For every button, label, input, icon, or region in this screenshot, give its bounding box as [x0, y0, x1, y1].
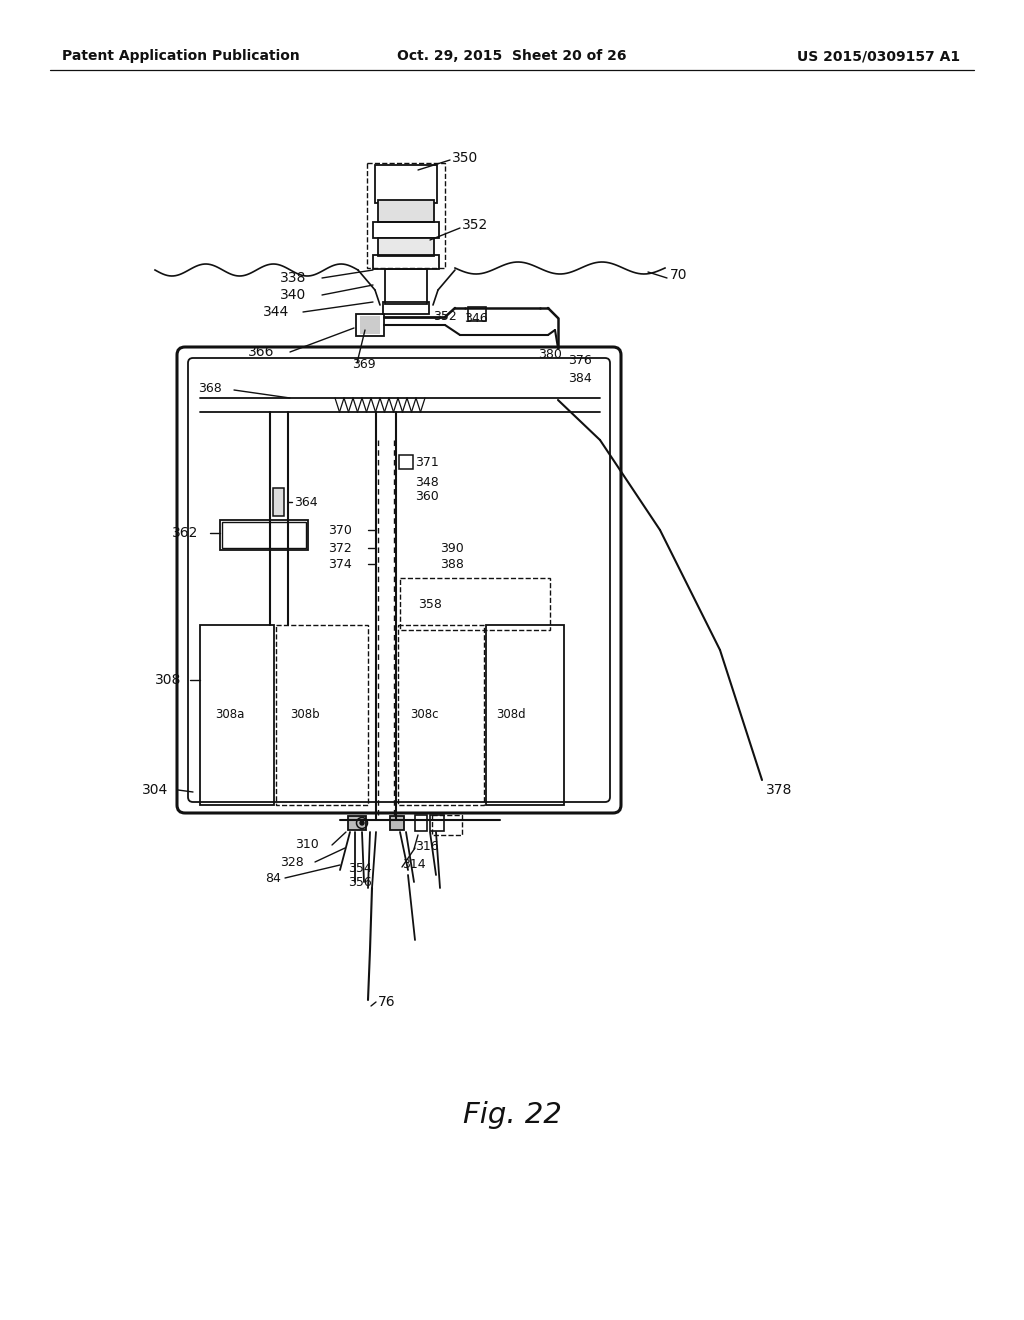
Text: 370: 370 — [328, 524, 352, 536]
Bar — [373, 255, 439, 269]
Text: 380: 380 — [538, 347, 562, 360]
Text: 371: 371 — [415, 455, 438, 469]
Text: 362: 362 — [172, 525, 199, 540]
Text: 378: 378 — [766, 783, 793, 797]
Text: 316: 316 — [415, 841, 438, 854]
Bar — [200, 624, 274, 805]
Text: 364: 364 — [294, 495, 317, 508]
Text: 388: 388 — [440, 557, 464, 570]
Text: 70: 70 — [670, 268, 687, 282]
Text: 354: 354 — [348, 862, 372, 874]
Text: 308a: 308a — [215, 709, 245, 722]
Bar — [375, 165, 437, 203]
Text: 308c: 308c — [410, 709, 438, 722]
Text: 390: 390 — [440, 541, 464, 554]
Text: 360: 360 — [415, 491, 438, 503]
Text: 384: 384 — [568, 371, 592, 384]
Text: 376: 376 — [568, 354, 592, 367]
Text: Fig. 22: Fig. 22 — [463, 1101, 561, 1129]
Text: 76: 76 — [378, 995, 395, 1008]
Bar — [378, 238, 434, 256]
Text: 369: 369 — [352, 359, 376, 371]
Bar — [276, 624, 368, 805]
Text: Patent Application Publication: Patent Application Publication — [62, 49, 300, 63]
Text: 84: 84 — [265, 871, 281, 884]
Text: 348: 348 — [415, 475, 438, 488]
Bar — [415, 814, 427, 832]
Bar — [220, 520, 308, 550]
Bar — [373, 222, 439, 238]
FancyBboxPatch shape — [177, 347, 621, 813]
Bar — [273, 488, 284, 516]
Text: Oct. 29, 2015  Sheet 20 of 26: Oct. 29, 2015 Sheet 20 of 26 — [397, 49, 627, 63]
Text: 314: 314 — [402, 858, 426, 871]
Text: 368: 368 — [198, 381, 222, 395]
Text: 366: 366 — [248, 345, 274, 359]
Bar — [348, 816, 366, 830]
Text: 308: 308 — [155, 673, 181, 686]
Text: 358: 358 — [418, 598, 442, 610]
Text: 372: 372 — [328, 541, 352, 554]
Text: 352: 352 — [433, 309, 457, 322]
Text: 310: 310 — [295, 838, 318, 851]
Text: 304: 304 — [142, 783, 168, 797]
Bar — [367, 162, 445, 268]
Text: 308b: 308b — [290, 709, 319, 722]
Bar — [486, 624, 564, 805]
Text: 338: 338 — [280, 271, 306, 285]
Text: 328: 328 — [280, 855, 304, 869]
Bar — [356, 314, 384, 337]
Bar — [400, 578, 550, 630]
Text: 350: 350 — [452, 150, 478, 165]
Text: 340: 340 — [280, 288, 306, 302]
Bar — [378, 201, 434, 222]
Bar — [385, 269, 427, 304]
Text: 344: 344 — [263, 305, 289, 319]
Text: 374: 374 — [328, 557, 352, 570]
Text: US 2015/0309157 A1: US 2015/0309157 A1 — [797, 49, 961, 63]
Bar — [430, 814, 444, 832]
Bar — [390, 816, 404, 830]
Bar — [468, 308, 486, 321]
Bar — [222, 521, 306, 548]
Bar — [383, 302, 429, 314]
Bar — [399, 455, 413, 469]
Bar — [432, 814, 462, 836]
Circle shape — [360, 821, 364, 825]
Bar — [398, 624, 484, 805]
Text: 308d: 308d — [496, 709, 525, 722]
Bar — [360, 315, 380, 334]
Text: 352: 352 — [462, 218, 488, 232]
Circle shape — [545, 389, 552, 396]
Text: 346: 346 — [464, 312, 487, 325]
Text: 356: 356 — [348, 875, 372, 888]
